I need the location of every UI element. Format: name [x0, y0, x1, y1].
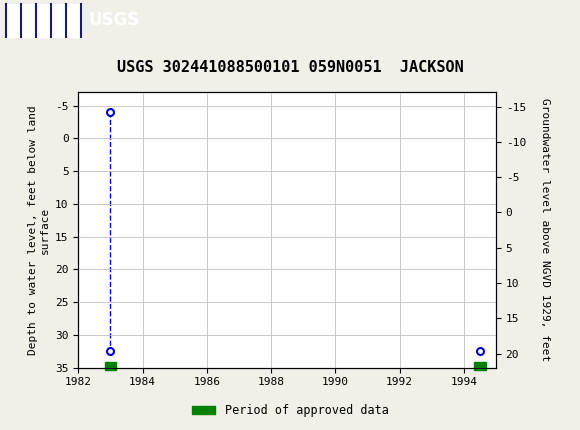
Legend: Period of approved data: Period of approved data	[187, 399, 393, 422]
Bar	[104, 362, 116, 370]
Y-axis label: Depth to water level, feet below land
surface: Depth to water level, feet below land su…	[28, 105, 49, 355]
Text: USGS 302441088500101 059N0051  JACKSON: USGS 302441088500101 059N0051 JACKSON	[117, 60, 463, 75]
Y-axis label: Groundwater level above NGVD 1929, feet: Groundwater level above NGVD 1929, feet	[540, 98, 550, 362]
Bar	[6, 4, 81, 37]
Bar	[474, 362, 485, 370]
Text: USGS: USGS	[88, 12, 139, 29]
